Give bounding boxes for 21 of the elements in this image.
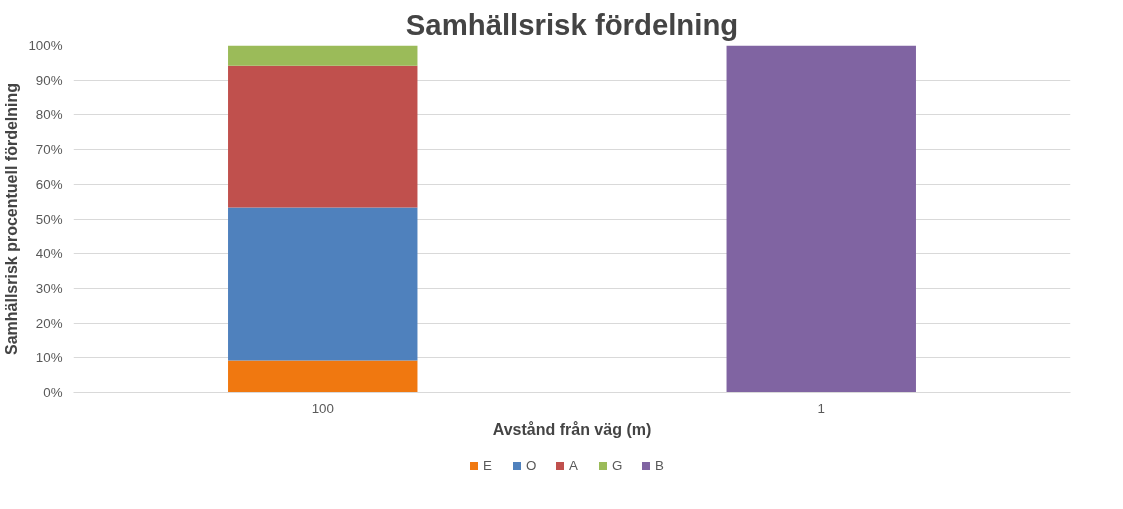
chart-title: Samhällsrisk fördelning [405, 7, 739, 41]
y-tick-label: 90% [35, 72, 63, 88]
x-tick-label: 100 [311, 400, 334, 416]
y-tick-label: 60% [35, 176, 63, 192]
y-tick-label: 10% [35, 350, 63, 366]
y-tick-label: 70% [35, 142, 63, 158]
y-tick-label: 50% [35, 211, 63, 227]
y-tick-label: 40% [35, 246, 63, 262]
y-tick-label: 30% [35, 280, 63, 296]
legend-label: B [655, 457, 665, 473]
y-tick-label: 100% [28, 38, 63, 53]
y-tick-label: 0% [43, 385, 63, 400]
legend-label: A [569, 457, 579, 473]
legend-label: O [526, 457, 538, 473]
legend-label: G [612, 457, 624, 473]
y-tick-label: 20% [35, 315, 63, 331]
x-tick-label: 1 [817, 400, 825, 416]
x-axis-title: Avstånd från väg (m) [492, 420, 652, 438]
y-axis-title: Samhällsrisk procentuell fördelning [3, 82, 21, 356]
y-tick-label: 80% [35, 107, 63, 123]
legend-label: E [483, 457, 493, 473]
